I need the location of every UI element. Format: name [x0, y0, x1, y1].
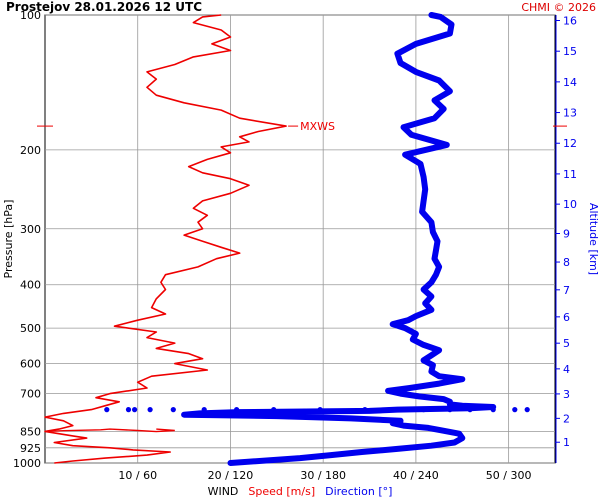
direction-dot: [467, 407, 473, 413]
direction-dot: [132, 407, 138, 413]
altitude-tick-label: 13: [563, 107, 577, 120]
wind-axis-title-part: WIND: [208, 485, 239, 498]
pressure-tick-label: 700: [20, 388, 41, 401]
direction-dot: [447, 407, 453, 413]
altitude-tick-label: 10: [563, 198, 577, 211]
copyright-label: CHMI © 2026: [521, 1, 596, 14]
wind-tick-label: 10 / 60: [118, 469, 157, 482]
plot-frame: [44, 14, 556, 464]
direction-dot: [234, 407, 240, 413]
altitude-tick-label: 11: [563, 168, 577, 181]
wind-axis-title-part: Direction [°]: [325, 485, 392, 498]
altitude-tick-label: 15: [563, 45, 577, 58]
pressure-tick-label: 600: [20, 358, 41, 371]
altitude-tick-label: 1: [563, 436, 570, 449]
altitude-tick-label: 12: [563, 137, 577, 150]
direction-dot: [201, 407, 207, 413]
direction-dot: [317, 407, 323, 413]
wind-tick-label: 30 / 180: [300, 469, 346, 482]
altitude-tick-label: 5: [563, 337, 570, 350]
wind-tick-label: 20 / 120: [208, 469, 254, 482]
altitude-tick-label: 3: [563, 388, 570, 401]
direction-dot: [400, 407, 407, 413]
pressure-tick-label: 300: [20, 223, 41, 236]
direction-dot: [125, 407, 132, 413]
speed-low-level-line: [44, 428, 175, 433]
direction-dot: [271, 407, 277, 413]
wind-axis-title: WIND Speed [m/s] Direction [°]: [208, 485, 393, 498]
direction-dot: [421, 407, 427, 413]
pressure-tick-label: 400: [20, 279, 41, 292]
altitude-tick-label: 7: [563, 284, 570, 297]
mxws-label: MXWS: [300, 120, 335, 133]
altitude-tick-label: 8: [563, 256, 570, 269]
altitude-tick-label: 9: [563, 228, 570, 241]
pressure-tick-label: 200: [20, 144, 41, 157]
altitude-tick-label: 6: [563, 311, 570, 324]
direction-dot: [362, 407, 368, 413]
direction-dot: [170, 407, 176, 413]
direction-dot: [524, 407, 530, 413]
direction-dot: [104, 407, 110, 413]
wind-tick-label: 50 / 300: [486, 469, 532, 482]
altitude-axis-title: Altitude [km]: [587, 203, 600, 275]
speed-layer: MXWS: [44, 14, 335, 464]
direction-dot: [147, 407, 153, 413]
chart-title: Prostejov 28.01.2026 12 UTC: [6, 0, 203, 14]
direction-series-line: [181, 12, 497, 466]
altitude-tick-label: 2: [563, 412, 570, 425]
pressure-tick-label: 850: [20, 425, 41, 438]
pressure-tick-label: 500: [20, 322, 41, 335]
direction-dot: [490, 407, 496, 413]
altitude-tick-label: 14: [563, 76, 577, 89]
altitude-tick-label: 16: [563, 15, 577, 28]
pressure-tick-label: 1000: [13, 457, 41, 470]
pressure-tick-label: 925: [20, 442, 41, 455]
pressure-tick-label: 100: [20, 9, 41, 22]
direction-layer: [104, 12, 530, 466]
wind-axis-title-part: Speed [m/s]: [248, 485, 315, 498]
wind-tick-label: 40 / 240: [393, 469, 439, 482]
pressure-axis-title: Pressure [hPa]: [2, 200, 15, 279]
direction-dot: [512, 407, 518, 413]
grid-layer: [44, 14, 556, 464]
altitude-tick-label: 4: [563, 363, 570, 376]
speed-series-line: [44, 14, 287, 464]
